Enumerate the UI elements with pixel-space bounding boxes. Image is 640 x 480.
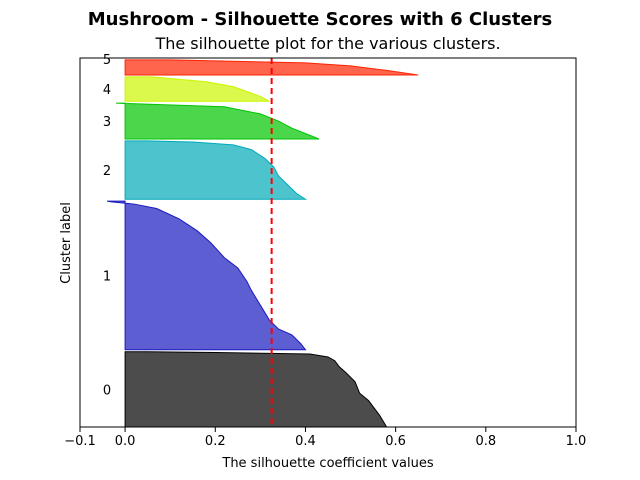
x-axis-ticks: −0.1 0.0 0.2 0.4 0.6 0.8 1.0 <box>64 427 586 449</box>
cluster-label-0: 0 <box>103 383 111 398</box>
cluster-5-silhouette <box>124 59 419 76</box>
cluster-label-5: 5 <box>103 53 111 68</box>
x-tick-label: 1.0 <box>566 434 587 449</box>
x-axis-label: The silhouette coefficient values <box>221 456 433 471</box>
plot-frame <box>79 57 577 428</box>
y-axis-label: Cluster label <box>59 202 74 284</box>
x-tick-label: 0.2 <box>205 434 226 449</box>
x-tick-label: 0.6 <box>385 434 406 449</box>
x-tick-label: 0.0 <box>115 434 136 449</box>
cluster-2-silhouette <box>124 140 308 200</box>
cluster-0-silhouette <box>124 351 388 428</box>
chart-title: The silhouette plot for the various clus… <box>154 34 500 53</box>
chart-suptitle: Mushroom - Silhouette Scores with 6 Clus… <box>88 9 552 30</box>
cluster-label-3: 3 <box>103 115 111 130</box>
x-tick-label: −0.1 <box>64 434 96 449</box>
cluster-label-1: 1 <box>103 269 111 284</box>
cluster-labels: 0 1 2 3 4 5 <box>103 53 111 398</box>
cluster-label-4: 4 <box>103 83 111 98</box>
cluster-3-silhouette <box>116 102 320 140</box>
x-tick-label: 0.4 <box>295 434 316 449</box>
silhouette-clusters <box>106 59 419 428</box>
cluster-4-silhouette <box>124 76 270 102</box>
cluster-1-silhouette <box>106 200 307 351</box>
x-tick-label: 0.8 <box>475 434 496 449</box>
cluster-label-2: 2 <box>103 164 111 179</box>
